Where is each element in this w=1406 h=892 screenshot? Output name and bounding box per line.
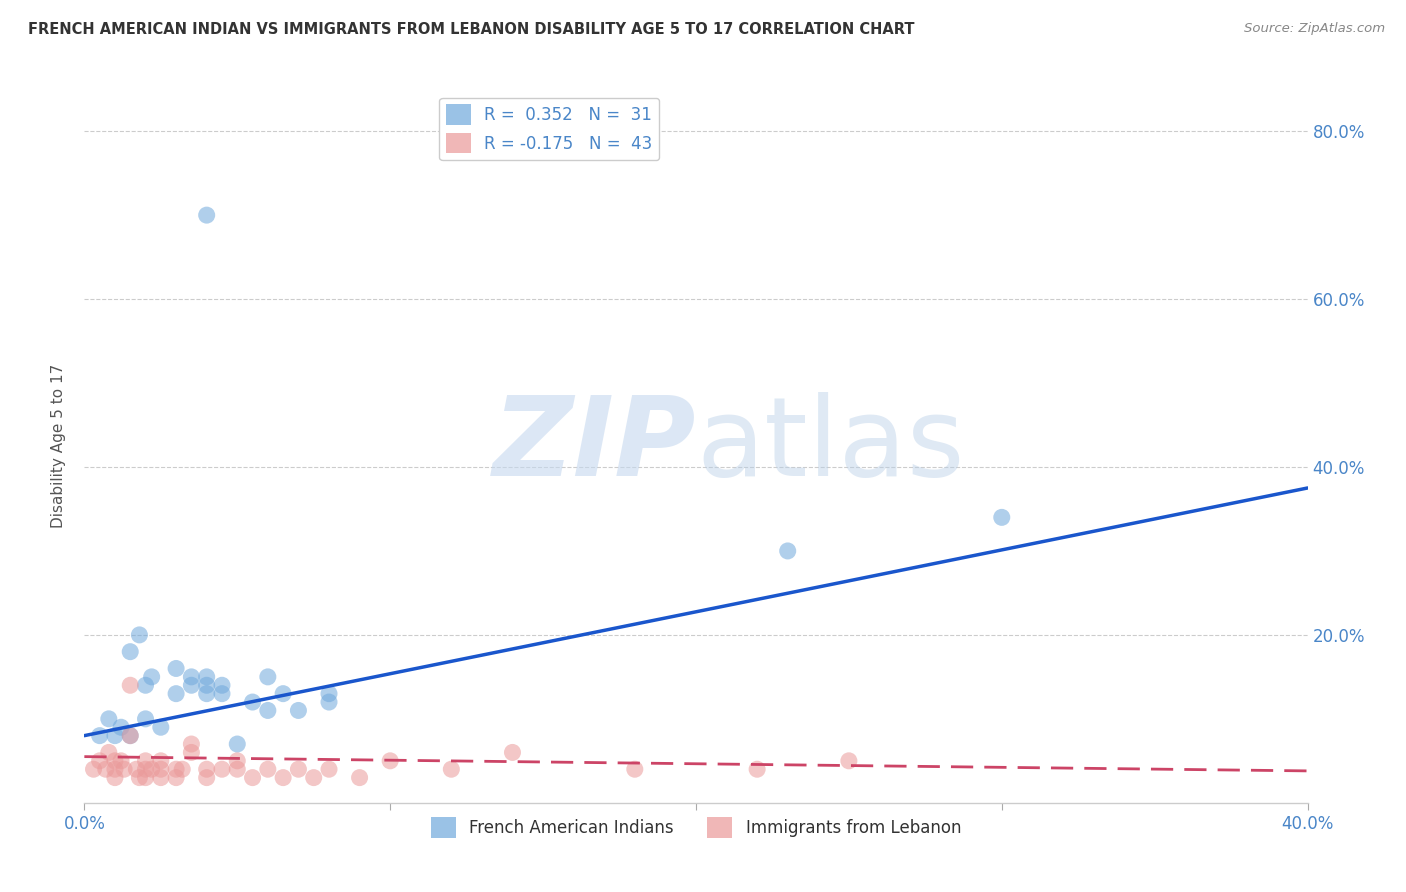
Point bbox=[257, 670, 280, 684]
Text: FRENCH AMERICAN INDIAN VS IMMIGRANTS FROM LEBANON DISABILITY AGE 5 TO 17 CORRELA: FRENCH AMERICAN INDIAN VS IMMIGRANTS FRO… bbox=[28, 22, 915, 37]
Point bbox=[120, 678, 142, 692]
Point bbox=[287, 703, 309, 717]
Point bbox=[172, 762, 194, 776]
Point bbox=[242, 695, 264, 709]
Point bbox=[318, 687, 340, 701]
Point bbox=[165, 771, 187, 785]
Point bbox=[89, 729, 111, 743]
Text: atlas: atlas bbox=[696, 392, 965, 500]
Point bbox=[149, 720, 172, 734]
Point bbox=[257, 762, 280, 776]
Point bbox=[120, 729, 142, 743]
Point bbox=[318, 762, 340, 776]
Point bbox=[128, 628, 150, 642]
Point bbox=[110, 754, 132, 768]
Point bbox=[165, 661, 187, 675]
Point bbox=[135, 678, 157, 692]
Point bbox=[165, 687, 187, 701]
Point bbox=[180, 737, 202, 751]
Point bbox=[195, 771, 218, 785]
Point bbox=[120, 645, 142, 659]
Point bbox=[195, 670, 218, 684]
Point bbox=[226, 762, 249, 776]
Point bbox=[141, 670, 163, 684]
Point bbox=[104, 771, 127, 785]
Point bbox=[180, 678, 202, 692]
Point bbox=[135, 771, 157, 785]
Point bbox=[440, 762, 463, 776]
Point bbox=[242, 771, 264, 785]
Point bbox=[195, 762, 218, 776]
Point bbox=[83, 762, 105, 776]
Point bbox=[302, 771, 325, 785]
Point bbox=[776, 544, 799, 558]
Point bbox=[120, 729, 142, 743]
Point bbox=[97, 712, 120, 726]
Text: Source: ZipAtlas.com: Source: ZipAtlas.com bbox=[1244, 22, 1385, 36]
Point bbox=[991, 510, 1014, 524]
Point bbox=[195, 678, 218, 692]
Point bbox=[195, 208, 218, 222]
Point bbox=[125, 762, 148, 776]
Point bbox=[271, 687, 294, 701]
Point bbox=[271, 771, 294, 785]
Point bbox=[141, 762, 163, 776]
Point bbox=[211, 762, 233, 776]
Point bbox=[195, 687, 218, 701]
Point bbox=[128, 771, 150, 785]
Point bbox=[104, 754, 127, 768]
Point bbox=[180, 746, 202, 760]
Point bbox=[135, 712, 157, 726]
Point bbox=[149, 771, 172, 785]
Point bbox=[226, 754, 249, 768]
Legend: French American Indians, Immigrants from Lebanon: French American Indians, Immigrants from… bbox=[425, 811, 967, 845]
Point bbox=[110, 720, 132, 734]
Point bbox=[287, 762, 309, 776]
Point bbox=[257, 703, 280, 717]
Point bbox=[165, 762, 187, 776]
Text: ZIP: ZIP bbox=[492, 392, 696, 500]
Point bbox=[135, 754, 157, 768]
Point bbox=[747, 762, 769, 776]
Point bbox=[97, 746, 120, 760]
Point bbox=[112, 762, 135, 776]
Point bbox=[624, 762, 647, 776]
Point bbox=[149, 762, 172, 776]
Point bbox=[94, 762, 117, 776]
Point bbox=[180, 670, 202, 684]
Point bbox=[104, 762, 127, 776]
Point bbox=[135, 762, 157, 776]
Point bbox=[104, 729, 127, 743]
Y-axis label: Disability Age 5 to 17: Disability Age 5 to 17 bbox=[51, 364, 66, 528]
Point bbox=[211, 687, 233, 701]
Point bbox=[149, 754, 172, 768]
Point bbox=[318, 695, 340, 709]
Point bbox=[211, 678, 233, 692]
Point bbox=[380, 754, 402, 768]
Point bbox=[226, 737, 249, 751]
Point bbox=[502, 746, 524, 760]
Point bbox=[349, 771, 371, 785]
Point bbox=[89, 754, 111, 768]
Point bbox=[838, 754, 860, 768]
